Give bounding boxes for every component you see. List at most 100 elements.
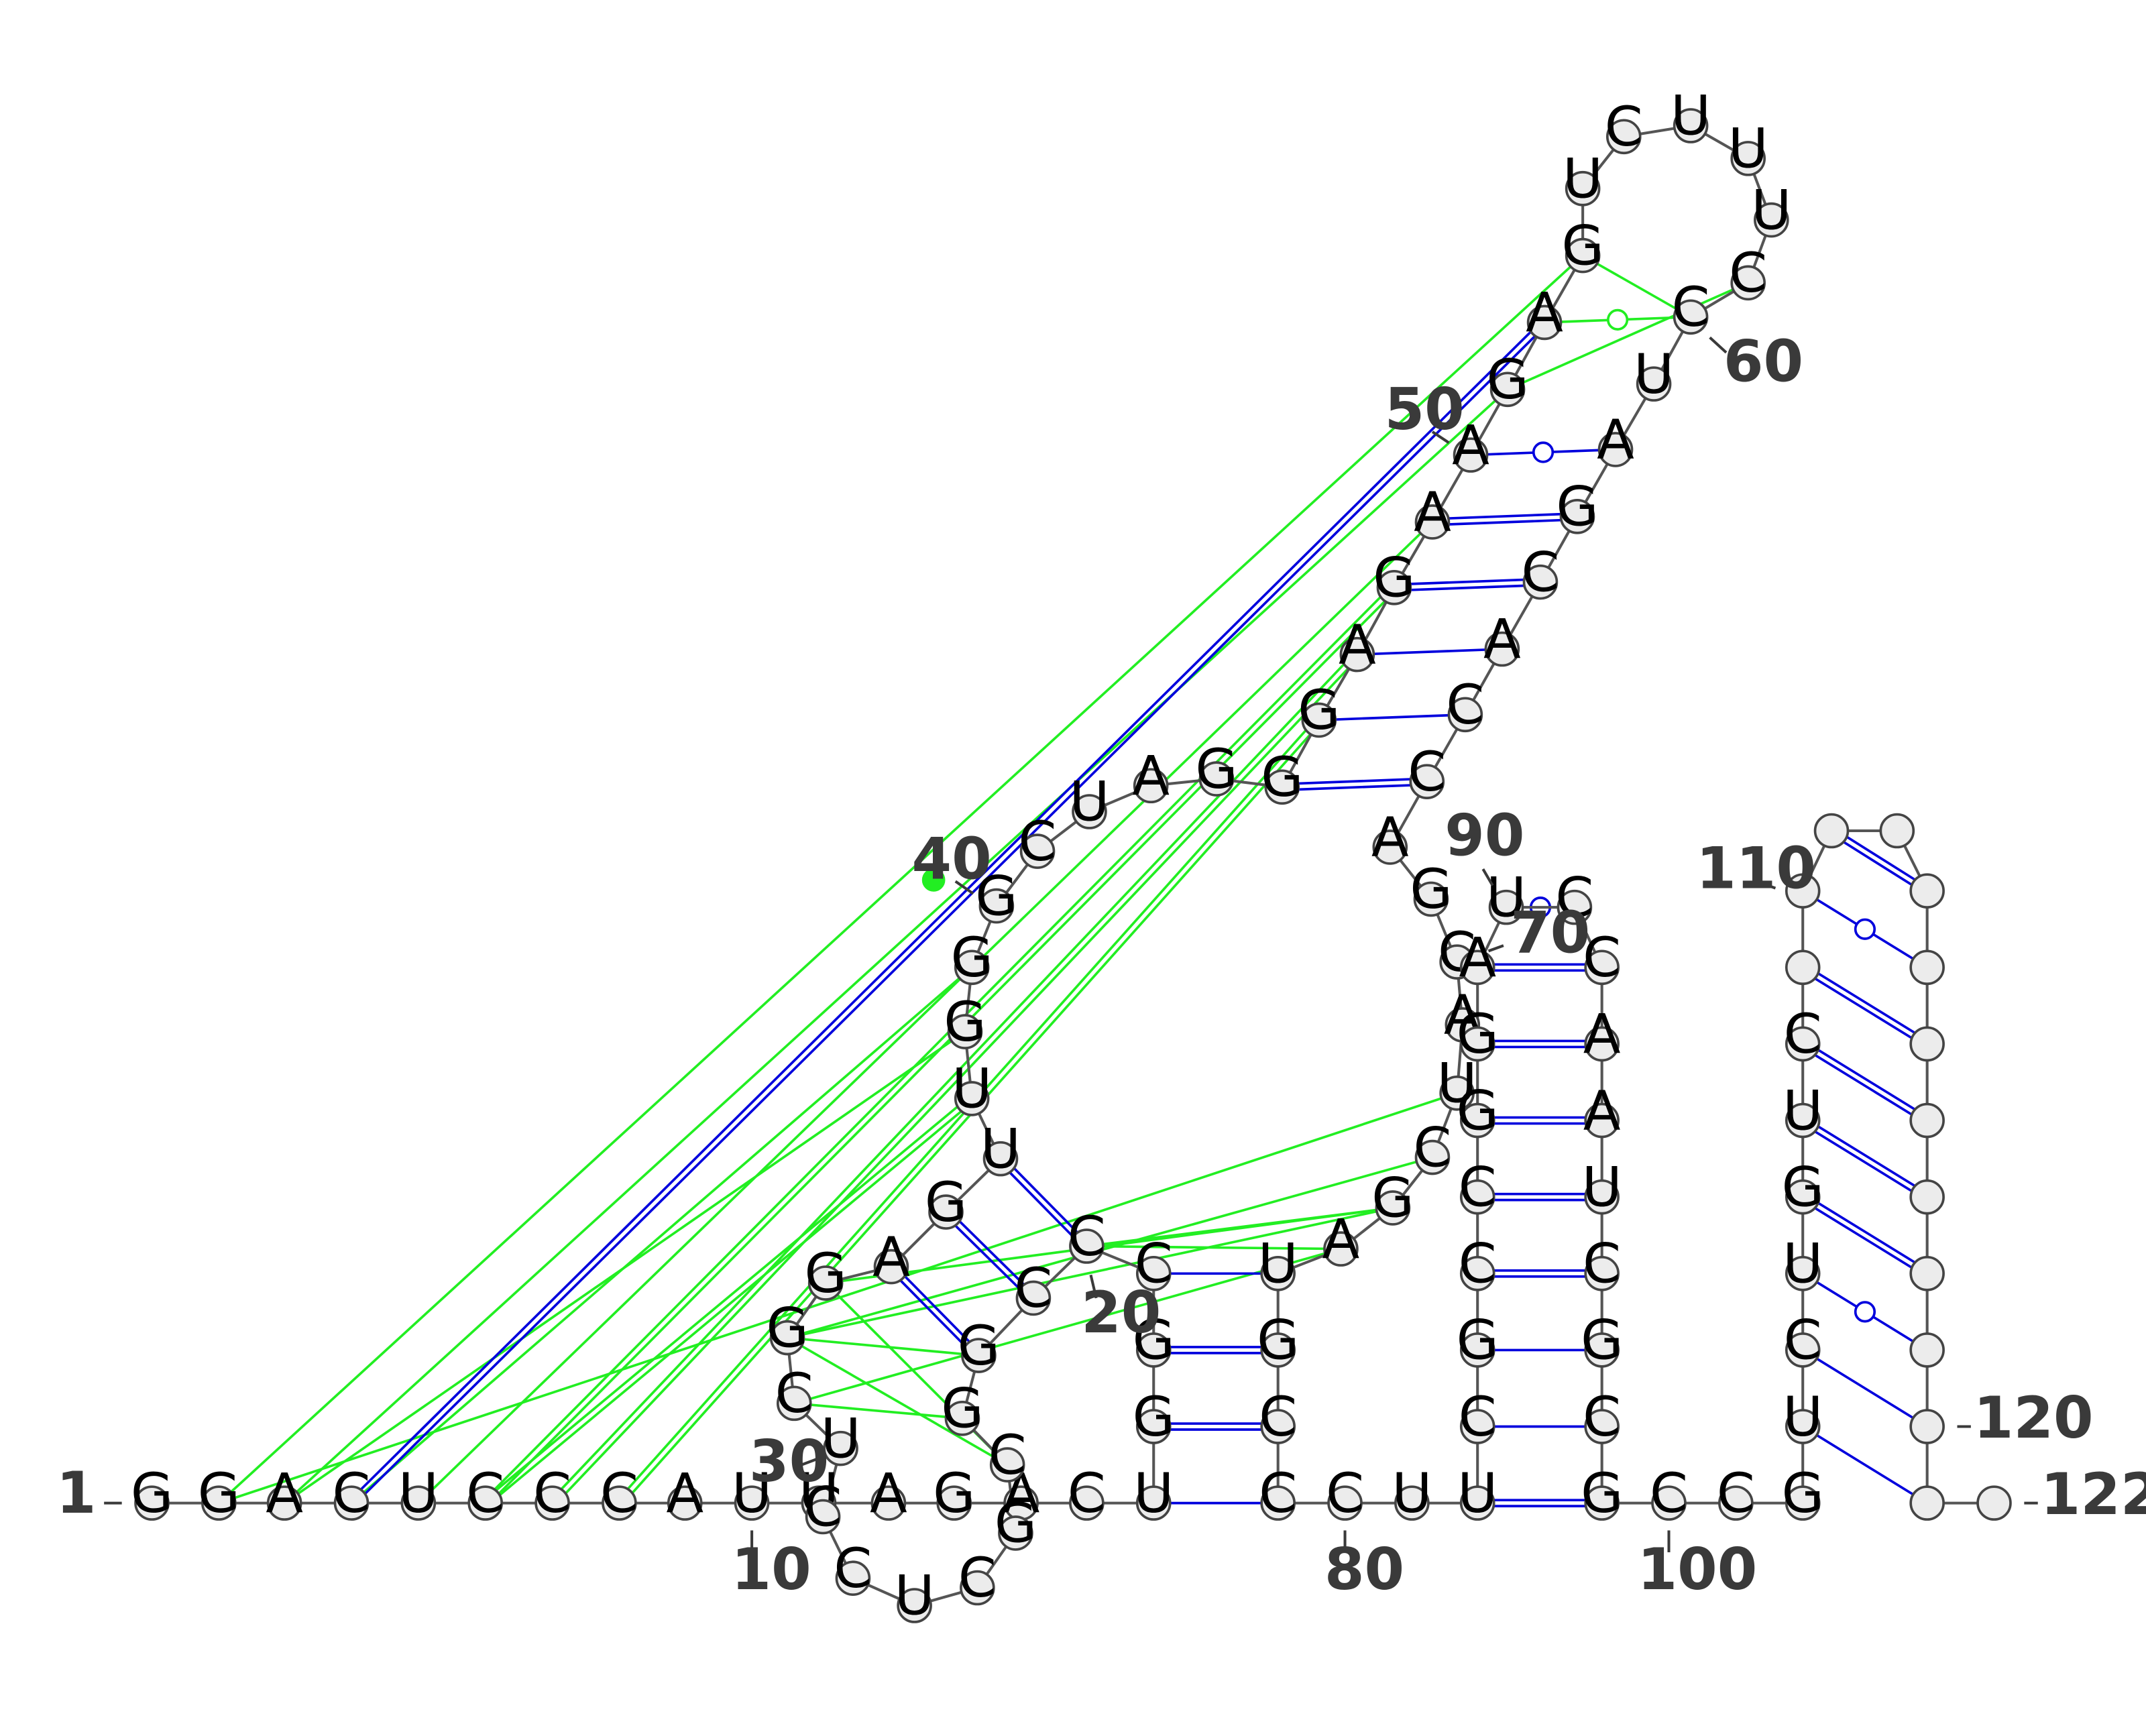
nucleotide-letter: A: [1583, 1079, 1621, 1143]
nucleotide-90: U: [1486, 866, 1526, 929]
nucleotide-letter: C: [1459, 1155, 1497, 1219]
nucleotide-letter: U: [1457, 1462, 1498, 1525]
nucleotide-34: A: [872, 1225, 910, 1289]
base-pair: [1814, 1049, 1916, 1116]
nucleotide-letter: A: [1483, 607, 1521, 671]
nucleotide-letter: G: [1556, 475, 1598, 539]
nucleotide-letter: C: [1729, 241, 1767, 305]
nucleotide-letter: A: [1414, 481, 1451, 544]
nucleotide-letter: G: [1457, 1309, 1499, 1373]
nucleotide-letter: C: [1650, 1462, 1688, 1525]
nucleotide-43: A: [1132, 744, 1170, 808]
nucleotide-letter: G: [1195, 738, 1237, 801]
nucleotide-letter: C: [1408, 740, 1446, 804]
nucleotide-46: G: [1298, 679, 1340, 742]
pseudoknot-interaction: [230, 266, 1572, 1493]
nucleotide-48: G: [1373, 546, 1415, 610]
nucleotide-117: [1909, 1179, 1945, 1215]
nucleotide-85: C: [1459, 1232, 1497, 1296]
nucleotide-letter: G: [1410, 858, 1452, 921]
nucleotide-letter: A: [266, 1462, 303, 1525]
base-pair: [1493, 1269, 1586, 1278]
nucleotide-letter: U: [1563, 147, 1603, 211]
nucleotide-letter: U: [1728, 117, 1768, 181]
nucleotide-letter: C: [1413, 1116, 1451, 1179]
nucleotide-letter: C: [533, 1462, 571, 1525]
nucleotide-letter: U: [1133, 1462, 1174, 1525]
label-30: 30: [749, 1429, 829, 1495]
pseudoknot-interaction: [560, 663, 1349, 1495]
nucleotide-letter: G: [1257, 1309, 1299, 1373]
nucleotide-letter: U: [952, 1057, 992, 1121]
nucleotide-30: U: [821, 1407, 861, 1470]
nucleotide-letter: U: [1582, 1155, 1622, 1219]
nucleotide-letter: U: [1671, 84, 1711, 148]
nucleotide-60: C: [1672, 276, 1710, 339]
nucleotide-letter: G: [198, 1462, 240, 1525]
base-pair: [1816, 1357, 1914, 1420]
nucleotide-letter: G: [1486, 348, 1528, 412]
nucleotide-18: G: [1133, 1309, 1175, 1373]
nucleotide-letter: C: [1259, 1462, 1297, 1525]
pseudoknot-interaction: [495, 1106, 962, 1496]
nucleotide-45: G: [1261, 746, 1303, 809]
nucleotide-letter: A: [666, 1462, 703, 1525]
nucleotide-letter: G: [805, 1242, 847, 1306]
nucleotide-42: U: [1070, 770, 1110, 834]
nucleotide-letter: G: [131, 1462, 173, 1525]
nucleotide-99: G: [1581, 1462, 1623, 1525]
nucleotide-letter: C: [1446, 673, 1484, 737]
nucleotide-letter: U: [1783, 1079, 1823, 1143]
nucleotide-letter: G: [1562, 214, 1604, 278]
nucleotide-letter: G: [975, 864, 1017, 928]
nucleotide-61: U: [1634, 343, 1674, 406]
base-pair: [1487, 441, 1599, 463]
nucleotide-59: C: [1729, 241, 1767, 305]
base-pair: [1816, 1434, 1914, 1496]
nucleotide-97: G: [1581, 1309, 1623, 1373]
nucleotide-104: C: [1784, 1309, 1822, 1373]
nucleotide-75: A: [1322, 1208, 1360, 1271]
nucleotide-115: [1909, 1026, 1945, 1062]
nucleotide-letter: G: [1371, 1167, 1414, 1230]
nucleotide-111: [1813, 813, 1850, 849]
base-pair: [1449, 512, 1561, 526]
nucleotide-114: [1909, 949, 1945, 986]
nucleotide-22: G: [958, 1314, 1000, 1378]
nucleotide-letter: C: [1068, 1462, 1106, 1525]
nucleotide-79: C: [1259, 1462, 1297, 1525]
nucleotide-letter: C: [1672, 276, 1710, 339]
pseudoknot-interaction: [803, 1338, 963, 1356]
nucleotide-letter: C: [958, 1546, 997, 1610]
base-pair: [1493, 963, 1586, 972]
label-110: 110: [1696, 836, 1816, 903]
nucleotide-89: A: [1459, 926, 1496, 990]
nucleotide-102: G: [1782, 1462, 1824, 1525]
nucleotide-letter: G: [767, 1296, 809, 1360]
nucleotide-letter: G: [941, 1377, 983, 1441]
basepair-layer: [359, 331, 1916, 1507]
pseudoknot-interaction: [1596, 262, 1677, 310]
nucleotide-10: U: [732, 1462, 772, 1525]
nucleotide-letter: U: [821, 1407, 861, 1470]
nucleotide-88: G: [1457, 1002, 1499, 1066]
nucleotide-121: [1909, 1485, 1945, 1521]
nucleotide-8: C: [600, 1462, 638, 1525]
nucleotide-83: C: [1459, 1385, 1497, 1449]
nucleotide-68: A: [1371, 806, 1409, 870]
nucleotide-26: C: [958, 1546, 997, 1610]
nucleotide-53: G: [1562, 214, 1604, 278]
nucleotide-letter: G: [1298, 679, 1340, 742]
nucleotide-12: A: [870, 1462, 907, 1525]
nucleotide-letter: U: [1783, 1385, 1823, 1449]
base-pair: [1170, 1346, 1262, 1354]
nucleotide-98: C: [1583, 1385, 1621, 1449]
nucleotide-76: U: [1258, 1232, 1298, 1296]
nucleotide-120: [1909, 1409, 1945, 1444]
nucleotide-letter: C: [466, 1462, 504, 1525]
pseudoknot-interaction: [1103, 1208, 1377, 1246]
nucleotide-letter: U: [732, 1462, 772, 1525]
nucleotide-24: C: [989, 1424, 1027, 1487]
nucleotide-19: C: [1135, 1232, 1173, 1296]
